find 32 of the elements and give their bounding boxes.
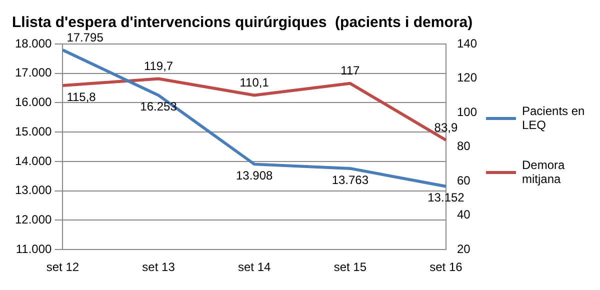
y2-tick-label: 140 [456,36,478,50]
data-label: 13.908 [236,168,274,182]
y2-tick-label: 80 [456,139,471,154]
y-tick-label: 13.000 [15,183,52,198]
y2-tick-label: 100 [456,104,478,119]
y-tick-label: 17.000 [15,66,52,80]
data-label: 13.763 [332,172,369,187]
y-tick-label: 18.000 [15,36,52,50]
data-label: 17.795 [66,30,104,44]
legend-label: Pacients en LEQ [522,104,586,132]
y2-tick-label: 40 [456,208,471,222]
data-label: 110,1 [240,76,270,90]
y2-tick-label: 20 [456,242,471,256]
y2-tick-label: 120 [456,70,478,85]
x-tick-label: set 12 [46,260,80,274]
data-label: 83,9 [434,120,458,134]
data-label: 119,7 [144,59,174,74]
data-label: 117 [340,64,360,78]
data-label: 13.152 [428,190,465,205]
y-tick-label: 15.000 [15,124,52,138]
y-tick-label: 11.000 [16,242,52,256]
data-label: 115,8 [66,90,96,104]
chart-title: Llista d'espera d'intervencions quirúrgiques (pacients i demora) [12,14,473,32]
legend-label: Demora mitjana [522,158,566,186]
y-tick-label: 12.000 [15,212,52,227]
y-tick-label: 14.000 [15,154,52,168]
x-tick-label: set 14 [238,260,272,274]
x-tick-label: set 16 [430,260,463,274]
y2-tick-label: 60 [456,173,471,188]
y-tick-label: 16.000 [15,95,52,110]
x-tick-label: set 13 [142,260,176,274]
x-tick-label: set 15 [334,260,367,274]
